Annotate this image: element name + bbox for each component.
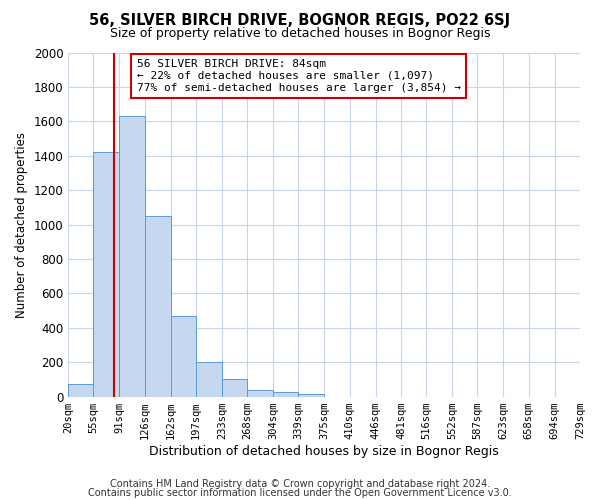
Text: Contains public sector information licensed under the Open Government Licence v3: Contains public sector information licen… <box>88 488 512 498</box>
Bar <box>170 316 196 396</box>
Bar <box>145 216 170 396</box>
Bar <box>222 380 247 396</box>
Bar <box>273 392 298 396</box>
Bar <box>298 394 325 396</box>
Bar <box>119 116 145 396</box>
Bar <box>94 152 119 396</box>
Bar <box>68 384 94 396</box>
Bar <box>247 390 273 396</box>
Y-axis label: Number of detached properties: Number of detached properties <box>15 132 28 318</box>
Text: Contains HM Land Registry data © Crown copyright and database right 2024.: Contains HM Land Registry data © Crown c… <box>110 479 490 489</box>
Text: Size of property relative to detached houses in Bognor Regis: Size of property relative to detached ho… <box>110 28 490 40</box>
X-axis label: Distribution of detached houses by size in Bognor Regis: Distribution of detached houses by size … <box>149 444 499 458</box>
Text: 56, SILVER BIRCH DRIVE, BOGNOR REGIS, PO22 6SJ: 56, SILVER BIRCH DRIVE, BOGNOR REGIS, PO… <box>89 12 511 28</box>
Bar <box>196 362 222 396</box>
Text: 56 SILVER BIRCH DRIVE: 84sqm
← 22% of detached houses are smaller (1,097)
77% of: 56 SILVER BIRCH DRIVE: 84sqm ← 22% of de… <box>137 60 461 92</box>
